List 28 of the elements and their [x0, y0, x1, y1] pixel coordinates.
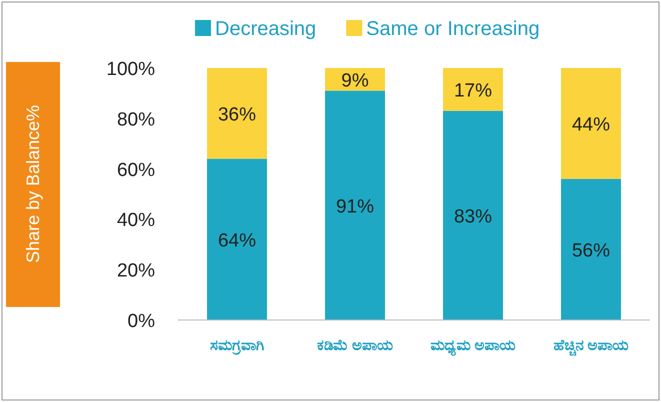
y-tick-label: 20%: [116, 260, 156, 282]
x-tick-label: ಕಡಿಮೆ ಅಪಾಯ: [316, 337, 394, 354]
x-tick-label: ಸಮಗ್ರವಾಗಿ: [210, 337, 264, 355]
data-label: 83%: [454, 206, 492, 228]
data-label: 17%: [454, 80, 492, 102]
data-label: 56%: [572, 240, 610, 262]
data-label: 91%: [336, 196, 374, 218]
bar: [443, 68, 503, 111]
data-label: 44%: [572, 114, 610, 136]
y-tick-label: 60%: [116, 160, 156, 181]
data-label: 9%: [341, 70, 369, 92]
bar: [207, 68, 267, 159]
data-label: 64%: [218, 230, 256, 252]
data-label: 36%: [218, 104, 256, 126]
legend-label: Decreasing: [215, 18, 316, 40]
x-tick-label: ಮಧ್ಯಮ ಅಪಾಯ: [430, 337, 516, 357]
y-tick-label: 80%: [116, 109, 156, 130]
y-tick-label: 40%: [116, 210, 156, 232]
y-axis-title: Share by Balance%: [23, 104, 43, 264]
bar: [561, 178, 621, 320]
bar: [325, 90, 385, 320]
y-tick-label: 0%: [128, 311, 156, 332]
y-tick-label: 100%: [106, 59, 156, 80]
x-tick-label: ಹೆಚ್ಚಿನ ಅಪಾಯ: [553, 337, 629, 357]
legend-label: Same or Increasing: [366, 18, 540, 40]
bar: [561, 68, 621, 179]
bar: [443, 110, 503, 320]
bar: [207, 158, 267, 320]
